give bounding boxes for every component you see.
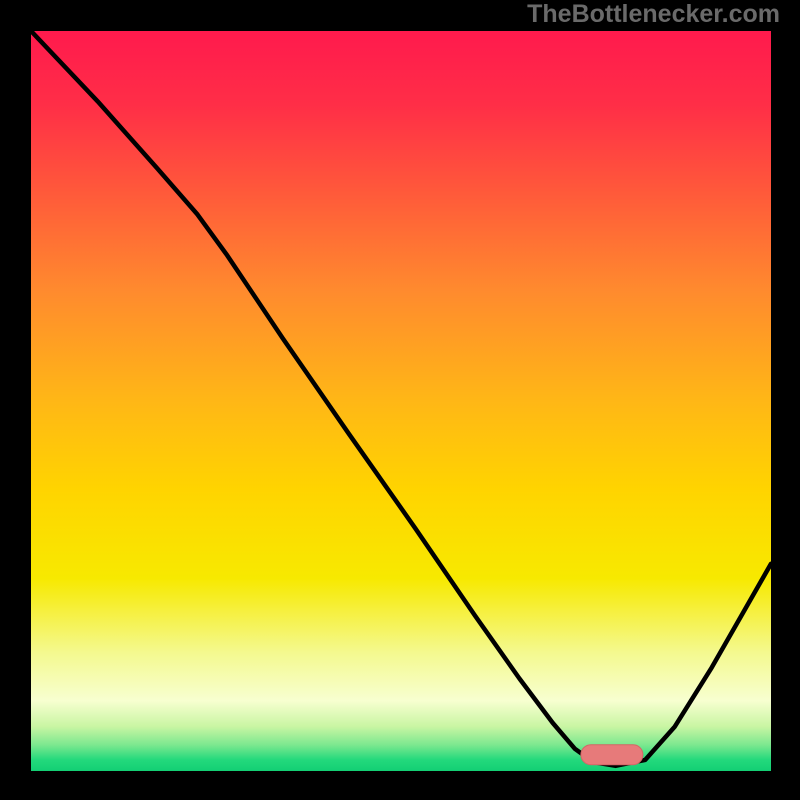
plot-area: [31, 31, 771, 771]
plot-svg: [31, 31, 771, 771]
watermark-text: TheBottlenecker.com: [527, 0, 780, 29]
optimal-marker: [581, 745, 643, 765]
gradient-background: [31, 31, 771, 771]
